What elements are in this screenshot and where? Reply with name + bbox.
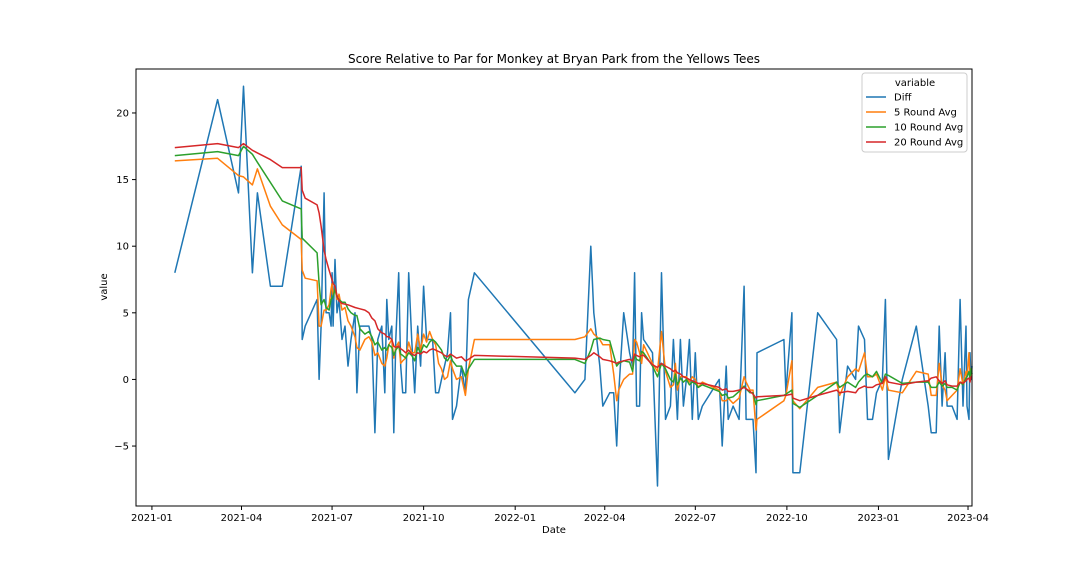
legend-label-1: 5 Round Avg xyxy=(894,108,957,119)
legend-label-2: 10 Round Avg xyxy=(894,123,963,134)
series-line-1 xyxy=(174,157,972,431)
legend-box xyxy=(861,72,968,153)
y-tick-label-0: −5 xyxy=(114,442,129,453)
legend: variable Diff 5 Round Avg 10 Round Avg 20 R… xyxy=(861,72,968,153)
x-tick-label-2: 2021-07 xyxy=(311,513,353,524)
x-axis-label: Date xyxy=(542,525,566,536)
plot-frame xyxy=(135,68,973,507)
x-axis: 2021-01 2021-04 2021-07 2021-10 2022-01 2022-… xyxy=(131,506,989,524)
legend-items: Diff 5 Round Avg 10 Round Avg 20 Round Avg xyxy=(866,93,963,149)
plot-area xyxy=(135,68,973,507)
y-tick-label-5: 20 xyxy=(116,108,129,119)
y-tick-label-2: 5 xyxy=(123,308,129,319)
y-tick-label-4: 15 xyxy=(116,175,129,186)
x-tick-label-5: 2022-04 xyxy=(584,513,626,524)
legend-label-3: 20 Round Avg xyxy=(894,138,963,149)
series-line-3 xyxy=(174,142,973,402)
x-tick-label-8: 2023-01 xyxy=(858,513,900,524)
x-tick-label-7: 2022-10 xyxy=(766,513,808,524)
legend-title: variable xyxy=(895,78,935,89)
series-line-2 xyxy=(174,145,973,409)
x-tick-label-6: 2022-07 xyxy=(674,513,716,524)
y-axis: −5 0 5 10 15 20 xyxy=(114,108,136,453)
x-tick-label-4: 2022-01 xyxy=(494,513,536,524)
y-tick-label-1: 0 xyxy=(123,375,129,386)
y-tick-label-3: 10 xyxy=(116,242,129,253)
x-tick-label-3: 2021-10 xyxy=(403,513,445,524)
x-tick-label-1: 2021-04 xyxy=(221,513,263,524)
series-layer xyxy=(174,85,973,487)
x-tick-label-0: 2021-01 xyxy=(131,513,173,524)
x-tick-label-9: 2023-04 xyxy=(947,513,989,524)
legend-label-0: Diff xyxy=(894,93,912,104)
chart-title: Score Relative to Par for Monkey at Brya… xyxy=(348,52,760,66)
y-axis-label: value xyxy=(99,273,110,300)
